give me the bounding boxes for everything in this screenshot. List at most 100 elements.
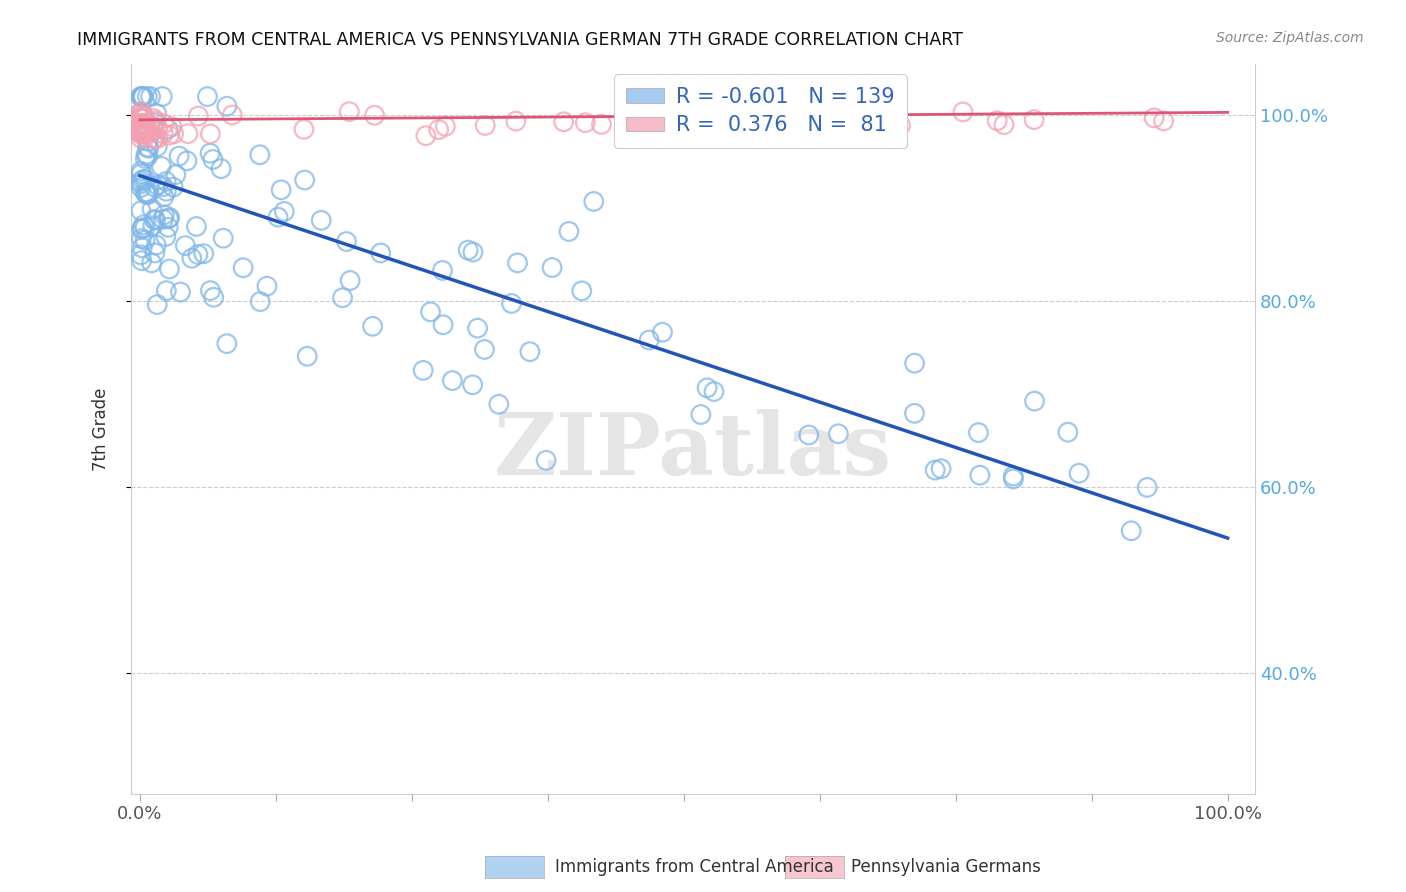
Point (136, 126, 159, 140)
Point (221, 108, 243, 122)
Point (136, 149, 159, 163)
Point (136, 134, 159, 148)
Point (177, 127, 200, 141)
Point (591, 117, 613, 131)
Point (136, 89, 159, 103)
Point (129, 248, 152, 262)
Point (129, 116, 152, 130)
Point (187, 109, 209, 123)
Point (138, 119, 160, 133)
Point (696, 381, 718, 395)
Point (153, 117, 176, 131)
Point (155, 229, 177, 244)
Point (574, 116, 596, 130)
Point (200, 284, 222, 298)
Point (157, 128, 180, 143)
Point (1002, 469, 1025, 483)
Point (541, 260, 564, 275)
Point (297, 349, 319, 363)
Point (506, 256, 529, 270)
Point (131, 222, 153, 236)
Point (903, 356, 925, 370)
Point (142, 219, 165, 233)
Point (558, 224, 581, 238)
Point (132, 127, 155, 141)
Point (136, 187, 159, 202)
Point (638, 333, 661, 347)
Point (129, 122, 152, 136)
Point (134, 112, 156, 126)
Point (415, 128, 437, 143)
Point (370, 246, 392, 260)
Point (986, 113, 1008, 128)
Point (135, 123, 157, 137)
Point (138, 186, 160, 200)
Point (659, 111, 682, 125)
Text: ZIPatlas: ZIPatlas (494, 409, 891, 492)
Point (135, 187, 157, 202)
Point (145, 238, 167, 252)
Point (703, 384, 725, 399)
Point (797, 428, 820, 442)
Point (505, 114, 527, 128)
Point (132, 120, 155, 134)
Point (129, 108, 152, 122)
Point (180, 252, 202, 266)
Point (146, 139, 169, 153)
Point (145, 213, 167, 227)
Point (412, 363, 434, 377)
Point (163, 127, 186, 141)
Point (159, 211, 181, 225)
Point (155, 184, 177, 198)
Point (129, 112, 152, 126)
Point (150, 160, 173, 174)
Point (131, 89, 153, 103)
Point (827, 426, 849, 441)
Point (1153, 114, 1175, 128)
Point (474, 119, 496, 133)
Point (488, 397, 510, 411)
Point (129, 124, 152, 138)
Point (903, 406, 925, 420)
Point (143, 180, 166, 194)
Point (873, 103, 896, 117)
Point (457, 243, 479, 257)
Point (129, 121, 152, 136)
Point (232, 260, 254, 275)
Point (157, 211, 180, 226)
Point (132, 127, 155, 141)
Point (200, 127, 222, 141)
Point (155, 284, 177, 298)
Point (146, 131, 169, 145)
Point (215, 99, 238, 113)
Point (967, 425, 990, 440)
Point (441, 374, 464, 388)
Point (553, 115, 575, 129)
Point (461, 245, 484, 260)
Point (129, 126, 152, 140)
Point (174, 238, 197, 252)
Point (134, 186, 156, 200)
Point (202, 290, 225, 304)
Point (143, 246, 166, 260)
Point (141, 256, 163, 270)
Point (162, 180, 184, 194)
Point (142, 120, 165, 134)
Point (152, 127, 174, 141)
Point (332, 291, 354, 305)
Point (1022, 112, 1045, 127)
Point (634, 108, 657, 122)
Point (129, 120, 152, 135)
Point (215, 336, 238, 351)
Point (134, 124, 156, 138)
Point (267, 210, 290, 224)
Point (131, 120, 153, 134)
Point (461, 377, 484, 392)
Point (571, 284, 593, 298)
Point (131, 89, 153, 103)
Point (427, 122, 450, 136)
Point (150, 89, 173, 103)
Point (534, 453, 557, 467)
Point (129, 89, 152, 103)
Point (270, 183, 292, 197)
